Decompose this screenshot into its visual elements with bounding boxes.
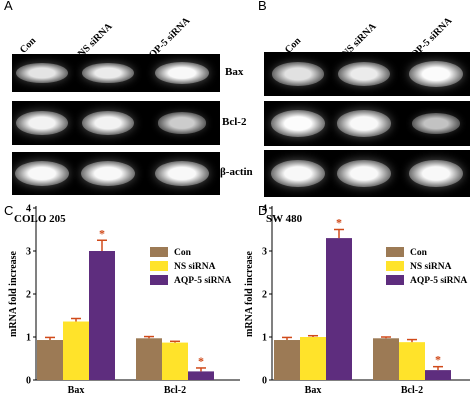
chart-c-legend-label-2: AQP-5 siRNA [174,276,231,286]
chart-c-bar-bcl2-0 [136,338,162,380]
chart-c-legend-swatch-1 [150,261,168,271]
chart-c-ytick-label-4: 4 [26,204,31,215]
chart-d-ytick-label-3: 3 [262,247,267,258]
gel-band-a-bax-aqp [155,61,209,85]
chart-d-legend-label-0: Con [410,248,428,258]
chart-d-bar-bcl2-2 [425,370,451,380]
chart-c-ylabel: mRNA fold increase [8,250,19,336]
chart-d-bar-bax-1 [300,337,326,380]
chart-c-ytick-label-1: 1 [26,333,31,344]
gel-band-a-actin-ns [81,160,135,187]
gel-band-b-bcl2-ns [337,110,391,137]
gel-band-b-bcl2-aqp [412,113,460,134]
chart-d-title: SW 480 [266,213,303,225]
chart-c-ytick-label-0: 0 [26,376,31,387]
chart-d-bar-bax-0 [274,340,300,380]
gel-band-b-bcl2-con [271,110,325,137]
chart-c-bar-bcl2-2 [188,371,214,380]
chart-c-ytick-label-3: 3 [26,247,31,258]
chart-d-legend-swatch-1 [386,261,404,271]
chart-d-ytick-label-1: 1 [262,333,267,344]
chart-d-star-1-2: * [435,353,441,367]
chart-d-ytick-label-2: 2 [262,290,267,301]
chart-c-xtick-label-1: Bcl-2 [164,385,186,396]
band-label-bax: Bax [225,66,244,78]
chart-d-ytick-label-0: 0 [262,376,267,387]
panel-label-a: A [4,0,13,13]
gel-band-b-bax-aqp [409,61,463,87]
gel-band-a-bcl2-con [15,110,69,136]
panel-label-b: B [258,0,267,13]
gel-band-a-actin-con [15,160,69,187]
chart-d-bar-bax-2 [326,238,352,380]
gel-band-b-bax-con [272,62,324,86]
gel-band-a-actin-aqp [155,160,209,187]
gel-band-a-bcl2-aqp [157,112,207,134]
band-label-bcl2: Bcl-2 [222,116,247,128]
chart-c-title: COLO 205 [14,213,66,225]
chart-d-xtick-label-0: Bax [305,385,322,396]
chart-c-star-0-2: * [99,226,105,240]
chart-c-bar-bax-1 [63,321,89,380]
chart-d-legend-swatch-0 [386,247,404,257]
chart-c-legend-swatch-0 [150,247,168,257]
chart-c-bar-bcl2-1 [162,342,188,380]
chart-c-legend-label-0: Con [174,248,192,258]
gel-band-b-actin-ns [337,159,391,188]
chart-d-star-0-2: * [336,216,342,230]
chart-c-legend-label-1: NS siRNA [174,262,216,272]
chart-c-bar-bax-2 [89,251,115,380]
gel-band-a-bax-con [16,62,68,84]
chart-d-legend-label-2: AQP-5 siRNA [410,276,467,286]
gel-band-a-bax-ns [82,62,134,84]
panel-label-c: C [4,203,14,218]
chart-d-xtick-label-1: Bcl-2 [401,385,423,396]
chart-c-ytick-label-2: 2 [26,290,31,301]
band-label-actin: β-actin [220,166,253,178]
chart-d-ytick-label-4: 4 [262,204,267,215]
chart-d-bar-bcl2-0 [373,338,399,380]
chart-d-bar-bcl2-1 [399,342,425,380]
chart-d-legend-label-1: NS siRNA [410,262,452,272]
gel-band-b-actin-aqp [409,159,463,188]
chart-c-xtick-label-0: Bax [68,385,85,396]
gel-band-b-actin-con [271,159,325,188]
chart-d-legend-swatch-2 [386,275,404,285]
chart-c-legend-swatch-2 [150,275,168,285]
chart-c-bar-bax-0 [37,340,63,380]
chart-c-star-1-2: * [198,354,204,368]
gel-band-b-bax-ns [338,61,390,87]
chart-d-ylabel: mRNA fold increase [244,250,255,336]
panel-label-d: D [258,203,268,218]
gel-band-a-bcl2-ns [81,110,135,136]
